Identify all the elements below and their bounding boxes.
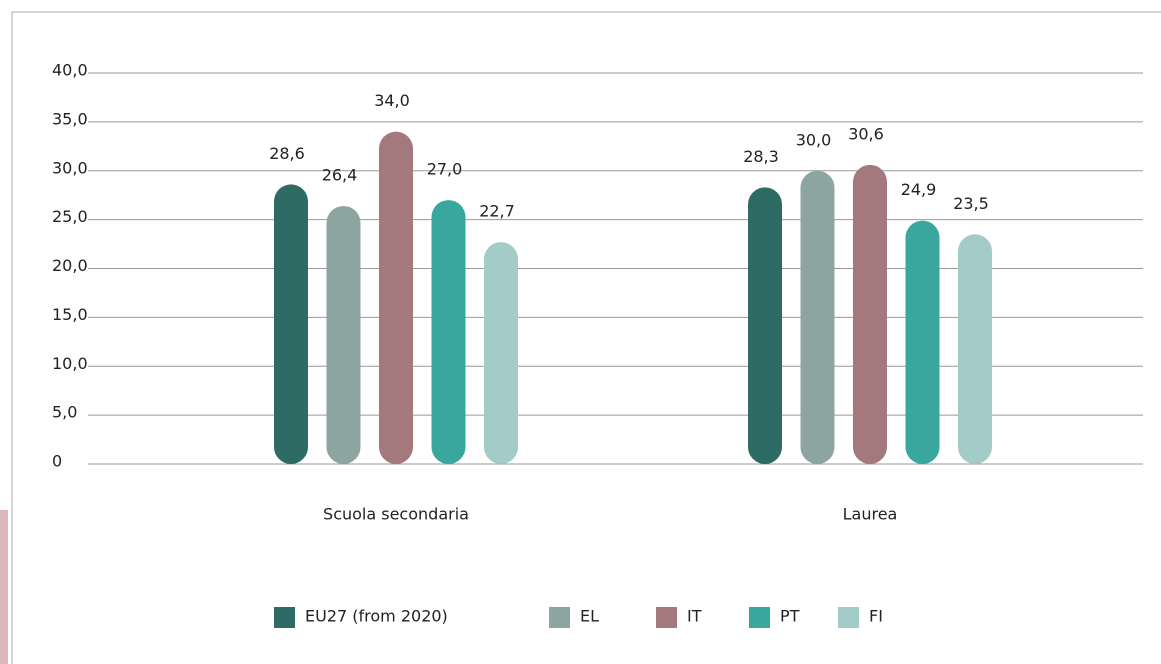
bar [379,131,413,464]
frame [11,11,1161,664]
bar [484,242,518,464]
side-strip [0,510,8,664]
bar [958,234,992,464]
y-tick-label: 5,0 [52,403,77,422]
y-tick-label: 40,0 [52,61,88,80]
legend-label: EL [580,607,599,626]
legend-label: FI [869,607,883,626]
bar [853,164,887,464]
x-tick-label: Scuola secondaria [323,505,469,524]
legend-label: EU27 (from 2020) [305,607,448,626]
value-label: 30,6 [848,124,884,143]
x-tick-label: Laurea [843,505,898,524]
y-tick-label: 35,0 [52,109,88,128]
value-label: 28,3 [743,147,779,166]
y-tick-label: 15,0 [52,305,88,324]
bar [748,187,782,464]
value-label: 30,0 [796,130,832,149]
legend-swatch [749,607,770,628]
bar [800,170,835,464]
value-label: 24,9 [901,180,937,199]
value-label: 26,4 [322,165,358,184]
legend-swatch [838,607,859,628]
value-label: 22,7 [479,202,515,221]
bar [274,184,308,464]
bar [326,205,361,464]
value-label: 23,5 [953,194,989,213]
legend-swatch [549,607,570,628]
y-tick-label: 25,0 [52,207,88,226]
value-label: 34,0 [374,91,410,110]
bar [431,200,466,464]
bar [905,220,940,464]
y-tick-label: 30,0 [52,158,88,177]
legend-label: IT [687,607,702,626]
legend-swatch [274,607,295,628]
value-label: 27,0 [427,160,463,179]
legend-swatch [656,607,677,628]
value-label: 28,6 [269,144,305,163]
legend-label: PT [780,607,800,626]
y-tick-label: 10,0 [52,354,88,373]
y-tick-label: 0 [52,452,62,471]
y-tick-label: 20,0 [52,256,88,275]
